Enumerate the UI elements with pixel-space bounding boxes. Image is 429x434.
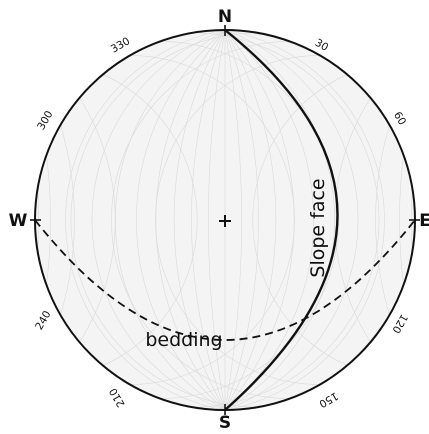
grid-great-circle <box>224 29 385 411</box>
grid-great-circle <box>224 29 359 411</box>
grid-great-circle <box>224 29 259 411</box>
grid-small-circle <box>129 55 295 385</box>
grid-small-circle <box>192 32 380 408</box>
grid-great-circle <box>224 29 295 411</box>
grid-great-circle <box>224 29 242 411</box>
azimuth-label-300: 300 <box>35 109 55 132</box>
azimuth-label-210: 210 <box>107 386 127 409</box>
grid-small-circle <box>399 154 404 286</box>
grid-great-circle <box>65 29 226 411</box>
grid-small-circle <box>60 124 75 316</box>
azimuth-label-120: 120 <box>389 312 409 335</box>
center-cross <box>219 215 231 227</box>
grid-small-circle <box>252 74 348 366</box>
north-label: N <box>218 7 232 27</box>
grid-great-circle <box>136 29 226 411</box>
grid-small-circle <box>334 97 371 343</box>
grid-great-circle <box>224 29 277 411</box>
grid-great-circle <box>191 29 226 411</box>
azimuth-label-330: 330 <box>109 35 132 55</box>
east-label: E <box>419 211 429 231</box>
slope-face-label: Slope face <box>307 178 329 277</box>
west-label: W <box>9 211 28 231</box>
grid-great-circle <box>208 29 226 411</box>
azimuth-label-150: 150 <box>317 389 340 409</box>
grid-small-circle <box>46 154 51 286</box>
bedding-label: bedding <box>145 329 222 351</box>
grid-small-circle <box>155 55 321 385</box>
grid-great-circle <box>173 29 226 411</box>
grid-great-circle <box>155 29 226 411</box>
grid-small-circle <box>79 97 116 343</box>
south-label: S <box>219 413 231 433</box>
slope-face-arc <box>224 29 339 411</box>
stereonet-grid <box>37 29 413 411</box>
azimuth-label-30: 30 <box>313 37 331 54</box>
grid-small-circle <box>111 41 290 399</box>
grid-great-circle <box>224 29 314 411</box>
grid-small-circle <box>102 74 198 366</box>
grid-small-circle <box>70 32 258 408</box>
azimuth-label-240: 240 <box>33 309 53 332</box>
grid-small-circle <box>375 124 390 316</box>
grid-great-circle <box>91 29 226 411</box>
azimuth-label-60: 60 <box>391 110 408 128</box>
